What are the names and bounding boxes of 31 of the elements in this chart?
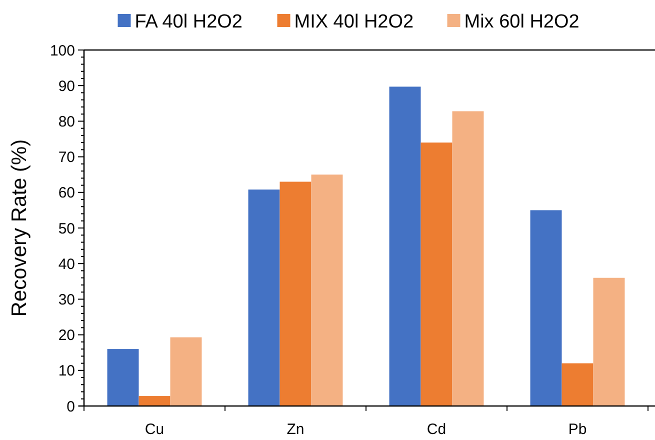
y-tick-label: 100 (50, 42, 75, 60)
y-tick-label: 50 (58, 220, 75, 238)
bar (138, 396, 170, 406)
bar (389, 86, 421, 406)
x-tick-label: Pb (568, 421, 587, 438)
x-tick-label: Cd (426, 421, 446, 438)
y-tick-label: 20 (58, 327, 75, 344)
bar (530, 210, 562, 406)
y-tick-label: 30 (58, 291, 75, 308)
legend-label: MIX 40l H2O2 (294, 12, 414, 33)
bar (420, 142, 452, 406)
legend-label: FA 40l H2O2 (134, 12, 242, 33)
bar (311, 174, 343, 406)
bar (452, 111, 484, 406)
bar (248, 190, 280, 406)
bar (280, 182, 312, 406)
y-tick-label: 60 (58, 184, 75, 202)
x-tick-label: Cu (144, 421, 164, 438)
y-axis-title: Recovery Rate (%) (8, 139, 31, 317)
bar (107, 349, 139, 406)
y-tick-label: 70 (58, 149, 75, 166)
y-tick-label: 80 (58, 113, 75, 130)
y-tick-label: 0 (66, 398, 75, 416)
bar (593, 278, 625, 406)
y-tick-label: 10 (58, 362, 75, 380)
y-tick-label: 90 (58, 78, 75, 95)
legend-label: Mix 60l H2O2 (464, 12, 580, 33)
bar (170, 337, 202, 406)
x-tick-label: Zn (286, 421, 304, 438)
bar (562, 363, 594, 406)
y-tick-label: 40 (58, 256, 75, 273)
